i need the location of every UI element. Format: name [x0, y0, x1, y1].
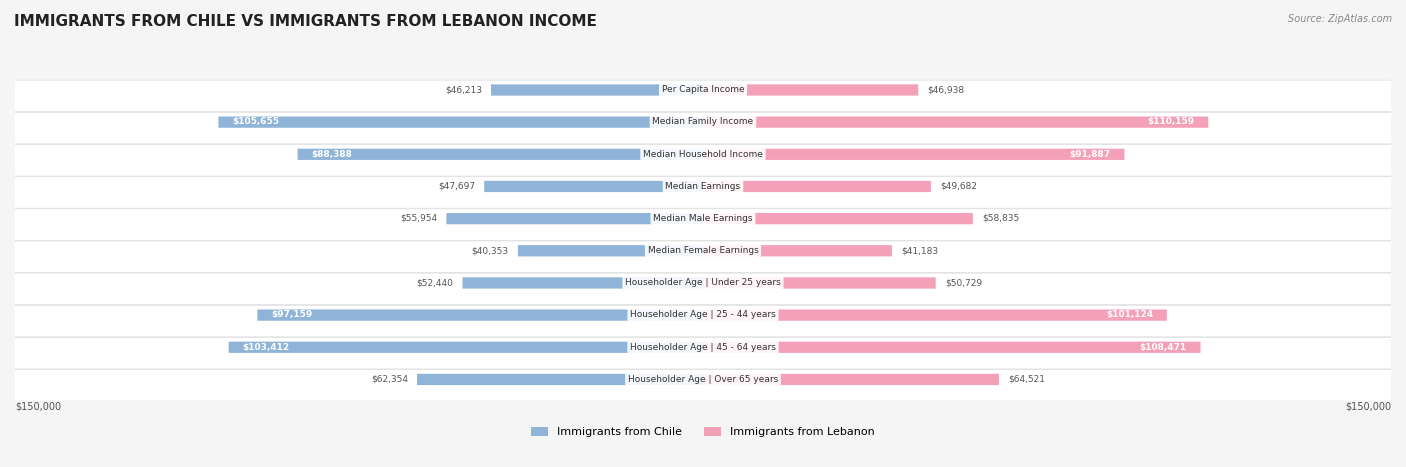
FancyBboxPatch shape [491, 85, 703, 96]
Text: Median Male Earnings: Median Male Earnings [654, 214, 752, 223]
FancyBboxPatch shape [6, 305, 1400, 337]
FancyBboxPatch shape [418, 374, 703, 385]
FancyBboxPatch shape [6, 209, 1400, 241]
Text: $50,729: $50,729 [945, 278, 981, 287]
FancyBboxPatch shape [517, 245, 703, 256]
FancyBboxPatch shape [703, 181, 931, 192]
Text: $64,521: $64,521 [1008, 375, 1045, 384]
FancyBboxPatch shape [703, 245, 891, 256]
Text: $41,183: $41,183 [901, 246, 938, 255]
FancyBboxPatch shape [15, 145, 1391, 176]
FancyBboxPatch shape [703, 277, 935, 289]
Text: $58,835: $58,835 [981, 214, 1019, 223]
FancyBboxPatch shape [15, 305, 1391, 337]
Text: $103,412: $103,412 [242, 343, 290, 352]
Text: Median Female Earnings: Median Female Earnings [648, 246, 758, 255]
FancyBboxPatch shape [703, 149, 1125, 160]
Text: Householder Age | Over 65 years: Householder Age | Over 65 years [628, 375, 778, 384]
FancyBboxPatch shape [15, 241, 1391, 272]
Text: $108,471: $108,471 [1139, 343, 1187, 352]
FancyBboxPatch shape [6, 369, 1400, 401]
Text: $46,938: $46,938 [928, 85, 965, 94]
Text: $101,124: $101,124 [1107, 311, 1153, 319]
Text: Householder Age | 45 - 64 years: Householder Age | 45 - 64 years [630, 343, 776, 352]
Text: $105,655: $105,655 [232, 118, 280, 127]
Text: Householder Age | 25 - 44 years: Householder Age | 25 - 44 years [630, 311, 776, 319]
FancyBboxPatch shape [703, 342, 1201, 353]
Text: $55,954: $55,954 [401, 214, 437, 223]
FancyBboxPatch shape [15, 274, 1391, 304]
Text: $150,000: $150,000 [15, 402, 60, 411]
FancyBboxPatch shape [15, 338, 1391, 368]
Text: $46,213: $46,213 [444, 85, 482, 94]
Text: $62,354: $62,354 [371, 375, 408, 384]
FancyBboxPatch shape [218, 116, 703, 128]
Text: Householder Age | Under 25 years: Householder Age | Under 25 years [626, 278, 780, 287]
FancyBboxPatch shape [15, 113, 1391, 143]
FancyBboxPatch shape [703, 116, 1208, 128]
FancyBboxPatch shape [15, 370, 1391, 401]
FancyBboxPatch shape [703, 85, 918, 96]
Text: $97,159: $97,159 [271, 311, 312, 319]
FancyBboxPatch shape [6, 80, 1400, 112]
Text: Source: ZipAtlas.com: Source: ZipAtlas.com [1288, 14, 1392, 24]
FancyBboxPatch shape [703, 310, 1167, 321]
FancyBboxPatch shape [6, 338, 1400, 369]
FancyBboxPatch shape [484, 181, 703, 192]
Text: $49,682: $49,682 [941, 182, 977, 191]
FancyBboxPatch shape [257, 310, 703, 321]
FancyBboxPatch shape [703, 374, 998, 385]
Text: Median Earnings: Median Earnings [665, 182, 741, 191]
Text: $91,887: $91,887 [1070, 149, 1111, 159]
Text: IMMIGRANTS FROM CHILE VS IMMIGRANTS FROM LEBANON INCOME: IMMIGRANTS FROM CHILE VS IMMIGRANTS FROM… [14, 14, 598, 29]
FancyBboxPatch shape [229, 342, 703, 353]
Text: $47,697: $47,697 [437, 182, 475, 191]
Text: Per Capita Income: Per Capita Income [662, 85, 744, 94]
FancyBboxPatch shape [6, 273, 1400, 304]
FancyBboxPatch shape [463, 277, 703, 289]
FancyBboxPatch shape [15, 80, 1391, 111]
FancyBboxPatch shape [6, 241, 1400, 273]
FancyBboxPatch shape [15, 209, 1391, 240]
Text: $150,000: $150,000 [1346, 402, 1391, 411]
FancyBboxPatch shape [15, 177, 1391, 208]
Text: Median Household Income: Median Household Income [643, 149, 763, 159]
FancyBboxPatch shape [446, 213, 703, 224]
Text: $110,159: $110,159 [1147, 118, 1195, 127]
Text: $52,440: $52,440 [416, 278, 453, 287]
Text: $88,388: $88,388 [311, 149, 353, 159]
Text: $40,353: $40,353 [471, 246, 509, 255]
FancyBboxPatch shape [6, 144, 1400, 176]
FancyBboxPatch shape [6, 113, 1400, 144]
FancyBboxPatch shape [6, 177, 1400, 208]
FancyBboxPatch shape [298, 149, 703, 160]
Text: Median Family Income: Median Family Income [652, 118, 754, 127]
Legend: Immigrants from Chile, Immigrants from Lebanon: Immigrants from Chile, Immigrants from L… [527, 423, 879, 442]
FancyBboxPatch shape [703, 213, 973, 224]
